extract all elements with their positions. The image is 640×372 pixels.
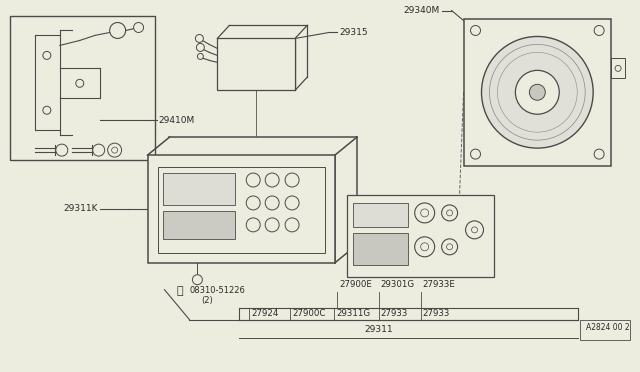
Circle shape [265, 218, 279, 232]
Circle shape [594, 149, 604, 159]
Bar [580, 320, 630, 340]
Text: (2): (2) [202, 296, 213, 305]
Text: 27933: 27933 [381, 309, 408, 318]
Bar [10, 16, 154, 160]
Circle shape [285, 196, 299, 210]
Circle shape [265, 196, 279, 210]
Bar [218, 38, 295, 90]
Circle shape [195, 35, 204, 42]
Circle shape [43, 51, 51, 60]
Text: 29340M: 29340M [403, 6, 440, 15]
Circle shape [43, 106, 51, 114]
Circle shape [265, 173, 279, 187]
Circle shape [285, 218, 299, 232]
Text: 29301G: 29301G [381, 280, 415, 289]
Circle shape [111, 147, 118, 153]
Circle shape [246, 173, 260, 187]
Text: Ⓢ: Ⓢ [176, 286, 183, 296]
Circle shape [193, 275, 202, 285]
Text: 27933: 27933 [422, 309, 450, 318]
Text: 29311K: 29311K [63, 205, 98, 214]
Text: 27900C: 27900C [292, 309, 326, 318]
Bar [148, 155, 335, 263]
Text: 29311: 29311 [365, 325, 393, 334]
Bar [157, 167, 325, 253]
Bar [353, 203, 408, 227]
Circle shape [594, 26, 604, 35]
Circle shape [447, 210, 452, 216]
Bar [611, 58, 625, 78]
Text: 29410M: 29410M [159, 116, 195, 125]
Bar [463, 19, 611, 166]
Circle shape [615, 65, 621, 71]
Circle shape [76, 79, 84, 87]
Circle shape [197, 54, 204, 60]
Circle shape [470, 26, 481, 35]
Text: 27900E: 27900E [339, 280, 372, 289]
Circle shape [285, 173, 299, 187]
Circle shape [108, 143, 122, 157]
Circle shape [465, 221, 483, 239]
Text: 27924: 27924 [252, 309, 278, 318]
Circle shape [472, 227, 477, 233]
Circle shape [56, 144, 68, 156]
Circle shape [420, 209, 429, 217]
Circle shape [470, 149, 481, 159]
Text: 29311G: 29311G [336, 309, 370, 318]
Circle shape [442, 239, 458, 255]
Text: 08310-51226: 08310-51226 [189, 286, 245, 295]
Text: 29315: 29315 [339, 28, 367, 37]
Bar [163, 173, 236, 205]
Circle shape [415, 203, 435, 223]
Bar [353, 233, 408, 265]
Bar [163, 211, 236, 239]
Circle shape [529, 84, 545, 100]
Circle shape [109, 23, 125, 38]
Bar [347, 195, 495, 277]
Circle shape [196, 44, 204, 51]
Circle shape [481, 36, 593, 148]
Circle shape [420, 243, 429, 251]
Circle shape [515, 70, 559, 114]
Circle shape [246, 196, 260, 210]
Text: A2824 00 2: A2824 00 2 [586, 323, 630, 332]
Circle shape [246, 218, 260, 232]
Text: 27933E: 27933E [422, 280, 456, 289]
Circle shape [442, 205, 458, 221]
Circle shape [93, 144, 105, 156]
Circle shape [447, 244, 452, 250]
Circle shape [415, 237, 435, 257]
Circle shape [134, 23, 143, 32]
